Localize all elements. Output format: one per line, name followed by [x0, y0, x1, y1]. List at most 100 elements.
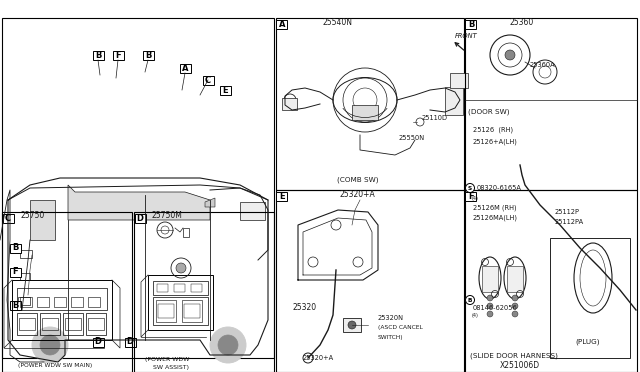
Bar: [507, 266, 523, 292]
Bar: [183, 228, 189, 237]
Bar: [19, 318, 35, 330]
Bar: [191, 284, 202, 292]
Text: 08320-6165A: 08320-6165A: [477, 185, 522, 191]
Bar: [20, 250, 32, 258]
Bar: [240, 202, 265, 220]
Text: D: D: [127, 337, 134, 346]
Bar: [276, 190, 464, 372]
Text: 25320+A: 25320+A: [303, 355, 334, 361]
Bar: [276, 18, 464, 190]
Bar: [465, 190, 637, 372]
Text: E: E: [279, 192, 285, 201]
Bar: [153, 297, 208, 325]
Text: 25320N: 25320N: [378, 315, 404, 321]
Bar: [125, 337, 136, 346]
Bar: [10, 244, 20, 253]
Circle shape: [32, 327, 68, 363]
Bar: [65, 318, 81, 330]
Polygon shape: [205, 198, 215, 207]
Bar: [465, 192, 477, 201]
Text: B: B: [95, 51, 101, 60]
Circle shape: [218, 335, 238, 355]
Bar: [37, 297, 49, 307]
Circle shape: [210, 327, 246, 363]
Bar: [156, 300, 176, 322]
Bar: [93, 51, 104, 60]
Text: (4): (4): [472, 196, 479, 201]
Bar: [2, 18, 274, 358]
Bar: [20, 273, 30, 280]
Bar: [445, 87, 463, 115]
Bar: [157, 284, 168, 292]
Circle shape: [512, 311, 518, 317]
Bar: [276, 192, 287, 201]
Text: FRONT: FRONT: [455, 33, 477, 39]
Bar: [63, 313, 83, 335]
Text: D: D: [95, 337, 102, 346]
Text: B: B: [468, 19, 474, 29]
Bar: [93, 337, 104, 346]
Text: (POWER WDW SW MAIN): (POWER WDW SW MAIN): [18, 362, 92, 368]
Text: 25126+A(LH): 25126+A(LH): [473, 139, 518, 145]
Text: 25112PA: 25112PA: [555, 219, 584, 225]
Bar: [220, 86, 230, 94]
Bar: [184, 304, 200, 318]
Text: D: D: [136, 214, 143, 222]
Bar: [143, 51, 154, 60]
Bar: [550, 238, 630, 358]
Text: B: B: [12, 244, 18, 253]
Text: 25126M (RH): 25126M (RH): [473, 205, 516, 211]
Text: (4): (4): [472, 314, 479, 318]
Bar: [282, 98, 297, 110]
Bar: [134, 214, 145, 222]
Circle shape: [487, 303, 493, 309]
Text: E: E: [222, 86, 228, 94]
Bar: [352, 105, 378, 120]
Bar: [40, 313, 60, 335]
Circle shape: [505, 50, 515, 60]
Circle shape: [348, 321, 356, 329]
Text: C: C: [205, 76, 211, 84]
Bar: [134, 212, 274, 372]
Text: B: B: [145, 51, 151, 60]
Bar: [17, 288, 107, 310]
Bar: [153, 281, 208, 295]
Bar: [88, 318, 104, 330]
Circle shape: [465, 183, 474, 192]
Bar: [3, 214, 13, 222]
Text: 25112P: 25112P: [555, 209, 580, 215]
Text: F: F: [12, 267, 18, 276]
Text: (COMB SW): (COMB SW): [337, 177, 379, 183]
Bar: [148, 275, 213, 330]
Polygon shape: [30, 200, 55, 240]
Bar: [54, 297, 66, 307]
Text: SW ASSIST): SW ASSIST): [153, 366, 189, 371]
Bar: [88, 297, 100, 307]
Text: 08146-62056: 08146-62056: [473, 305, 518, 311]
Circle shape: [487, 295, 493, 301]
Text: B: B: [468, 298, 472, 302]
Bar: [42, 318, 58, 330]
Text: 25110D: 25110D: [422, 115, 448, 121]
Bar: [10, 301, 20, 310]
Text: 25360A: 25360A: [530, 62, 556, 68]
Bar: [17, 313, 37, 335]
Text: X251006D: X251006D: [500, 362, 540, 371]
Text: 25750M: 25750M: [152, 211, 183, 219]
Bar: [465, 18, 637, 190]
Text: (SLIDE DOOR HARNESS): (SLIDE DOOR HARNESS): [470, 353, 558, 359]
Text: 25320: 25320: [293, 302, 317, 311]
Text: C: C: [5, 214, 11, 222]
Circle shape: [465, 295, 474, 305]
Text: 25550N: 25550N: [399, 135, 425, 141]
Text: B: B: [12, 301, 18, 310]
Circle shape: [176, 263, 186, 273]
Polygon shape: [68, 185, 210, 220]
Text: S: S: [468, 186, 472, 190]
Circle shape: [512, 303, 518, 309]
Text: (DOOR SW): (DOOR SW): [468, 109, 509, 115]
Text: 25320+A: 25320+A: [340, 189, 376, 199]
Bar: [174, 284, 185, 292]
Text: A: A: [279, 19, 285, 29]
Bar: [113, 51, 124, 60]
